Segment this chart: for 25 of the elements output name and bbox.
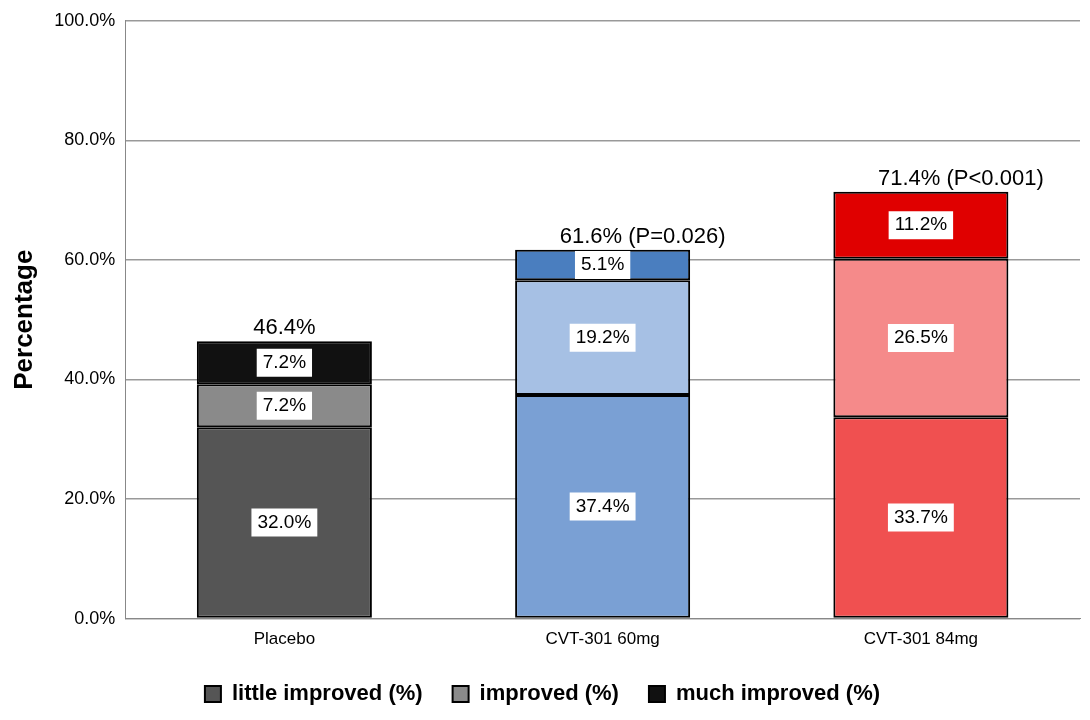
data-label: 26.5% bbox=[893, 326, 948, 348]
legend-label: improved (%) bbox=[479, 680, 619, 706]
legend-label: much improved (%) bbox=[675, 680, 881, 706]
legend-label: little improved (%) bbox=[231, 680, 423, 706]
data-label: 5.1% bbox=[580, 253, 625, 275]
y-tick-label: 100.0% bbox=[54, 9, 116, 30]
data-label: 32.0% bbox=[257, 510, 312, 532]
y-tick-label: 40.0% bbox=[64, 368, 116, 389]
data-label: 33.7% bbox=[893, 505, 948, 527]
total-label: 71.4% (P<0.001) bbox=[878, 164, 1044, 190]
total-label: 46.4% bbox=[253, 314, 316, 340]
data-label: 19.2% bbox=[575, 325, 630, 347]
data-label: 11.2% bbox=[894, 213, 948, 235]
y-axis-title: Percentage bbox=[7, 249, 38, 390]
data-label: 7.2% bbox=[262, 350, 307, 372]
total-label: 61.6% (P=0.026) bbox=[559, 222, 726, 248]
y-tick-label: 20.0% bbox=[64, 488, 116, 509]
data-label: 7.2% bbox=[262, 394, 307, 416]
data-label: 37.4% bbox=[575, 494, 630, 516]
x-tick-label: CVT-301 84mg bbox=[863, 629, 979, 649]
x-tick-label: Placebo bbox=[253, 629, 316, 649]
y-tick-label: 0.0% bbox=[74, 607, 116, 628]
x-tick-label: CVT-301 60mg bbox=[545, 629, 660, 649]
y-tick-label: 60.0% bbox=[64, 248, 116, 269]
y-tick-label: 80.0% bbox=[64, 129, 116, 150]
